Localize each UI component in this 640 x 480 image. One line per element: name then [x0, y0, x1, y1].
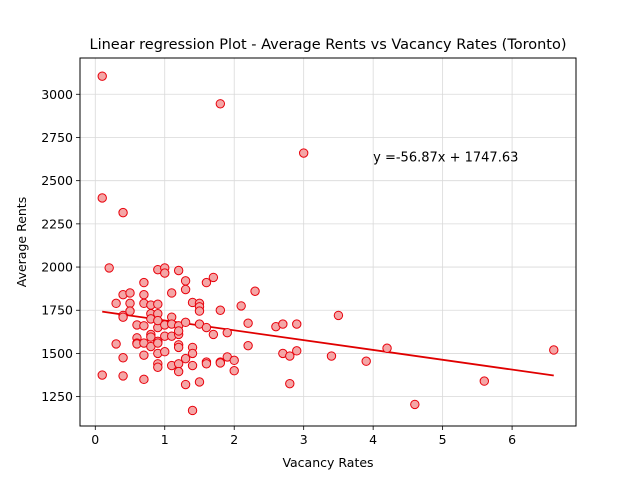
data-point [194, 306, 205, 316]
data-point [201, 277, 212, 288]
data-point [180, 317, 191, 328]
data-point [285, 378, 295, 389]
x-tick-label: 6 [508, 432, 516, 447]
data-point [208, 329, 219, 340]
x-tick-label: 3 [300, 432, 308, 447]
data-points [97, 71, 559, 416]
data-point [104, 263, 114, 273]
data-point [326, 351, 337, 361]
data-point [97, 193, 107, 203]
data-point [180, 379, 191, 390]
x-tick-label: 0 [91, 432, 99, 447]
data-point [278, 319, 288, 329]
data-point [285, 351, 295, 361]
data-point [160, 347, 170, 357]
data-point [229, 366, 239, 376]
data-point [118, 312, 128, 322]
data-point [153, 362, 163, 372]
data-point [333, 310, 344, 321]
data-point [173, 342, 184, 353]
data-point [97, 370, 107, 380]
data-point [153, 338, 163, 348]
x-tick-label: 4 [369, 432, 377, 447]
data-point [479, 376, 490, 386]
data-point [250, 286, 260, 296]
x-tick-label: 2 [230, 432, 238, 447]
data-point [139, 289, 149, 300]
data-point [243, 318, 253, 328]
y-tick-label: 1250 [41, 389, 73, 404]
y-tick-label: 1750 [41, 303, 73, 318]
data-point [166, 288, 177, 298]
data-point [118, 207, 128, 218]
data-point [215, 99, 226, 109]
data-point [118, 353, 128, 363]
data-point [292, 319, 302, 329]
data-point [298, 148, 309, 158]
y-axis-ticks: 1250 1500 1750 2000 2250 2500 2750 3000 [41, 87, 80, 404]
data-point [118, 371, 128, 381]
data-point [187, 360, 198, 371]
data-point [180, 353, 191, 364]
data-point [180, 284, 191, 295]
data-point [125, 306, 135, 316]
data-point [361, 356, 371, 366]
y-tick-label: 2000 [41, 260, 73, 275]
data-point [139, 350, 149, 360]
data-point [173, 326, 184, 336]
y-tick-label: 2750 [41, 130, 73, 145]
plot-area-frame [79, 57, 577, 427]
x-axis-ticks: 0 1 2 3 4 5 6 [91, 426, 516, 447]
data-point [139, 321, 149, 331]
data-point [125, 298, 135, 309]
x-tick-label: 1 [161, 432, 169, 447]
data-point [243, 340, 253, 351]
data-point [111, 298, 121, 309]
data-point [549, 345, 559, 355]
data-point [139, 277, 149, 288]
regression-equation: y =-56.87x + 1747.63 [373, 151, 518, 166]
data-point [292, 346, 302, 356]
data-point [215, 358, 226, 368]
data-point [201, 322, 212, 333]
data-point [382, 343, 392, 353]
data-point [236, 301, 246, 311]
data-point [173, 366, 184, 377]
y-tick-label: 1500 [41, 346, 73, 361]
data-point [180, 276, 191, 286]
y-tick-label: 2250 [41, 216, 73, 231]
data-point [146, 332, 156, 342]
data-point [187, 405, 198, 416]
data-point [173, 359, 184, 369]
data-point [208, 272, 219, 283]
y-axis-label: Average Rents [14, 197, 29, 287]
data-point [153, 299, 163, 309]
data-point [187, 348, 198, 359]
data-point [139, 374, 149, 385]
x-tick-label: 5 [439, 432, 447, 447]
data-point [125, 288, 135, 298]
data-point [222, 328, 232, 338]
data-point [160, 268, 170, 278]
y-tick-label: 2500 [41, 173, 73, 188]
y-tick-label: 3000 [41, 87, 73, 102]
data-point [201, 359, 212, 369]
data-point [111, 339, 121, 349]
data-point [229, 355, 239, 366]
data-point [215, 305, 226, 315]
chart-title: Linear regression Plot - Average Rents v… [89, 37, 566, 53]
data-point [173, 265, 184, 276]
data-point [194, 377, 205, 387]
data-point [97, 71, 107, 81]
x-axis-label: Vacancy Rates [282, 455, 373, 470]
data-point [410, 399, 420, 410]
data-point [153, 315, 163, 326]
